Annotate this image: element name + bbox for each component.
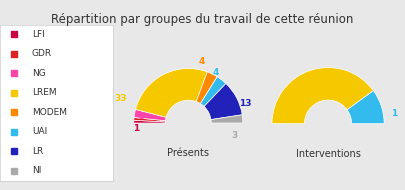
Text: 1: 1	[391, 109, 397, 118]
Text: 4: 4	[212, 68, 219, 77]
Text: MODEM: MODEM	[32, 108, 67, 117]
Text: LFI: LFI	[32, 30, 45, 39]
Wedge shape	[347, 91, 384, 124]
Text: UAI: UAI	[32, 127, 47, 136]
Text: Répartition par groupes du travail de cette réunion: Répartition par groupes du travail de ce…	[51, 13, 354, 26]
Text: Présents: Présents	[167, 148, 209, 158]
Wedge shape	[136, 69, 207, 117]
Text: 1: 1	[133, 124, 140, 133]
Text: NI: NI	[32, 166, 41, 175]
Wedge shape	[134, 118, 166, 122]
Wedge shape	[134, 120, 166, 123]
Text: NG: NG	[32, 69, 45, 78]
Text: 33: 33	[114, 94, 126, 103]
Wedge shape	[204, 84, 242, 120]
Wedge shape	[134, 109, 166, 121]
Text: GDR: GDR	[32, 49, 52, 58]
Wedge shape	[272, 68, 373, 124]
Text: 3: 3	[232, 131, 238, 139]
Wedge shape	[196, 72, 217, 104]
Text: 4: 4	[294, 77, 301, 86]
Text: 4: 4	[199, 58, 205, 66]
Text: LR: LR	[32, 147, 43, 156]
Text: LREM: LREM	[32, 88, 56, 97]
Wedge shape	[211, 115, 243, 123]
Wedge shape	[200, 77, 226, 106]
Text: 3: 3	[139, 112, 145, 121]
Text: 13: 13	[239, 99, 252, 108]
Text: Interventions: Interventions	[296, 149, 360, 159]
